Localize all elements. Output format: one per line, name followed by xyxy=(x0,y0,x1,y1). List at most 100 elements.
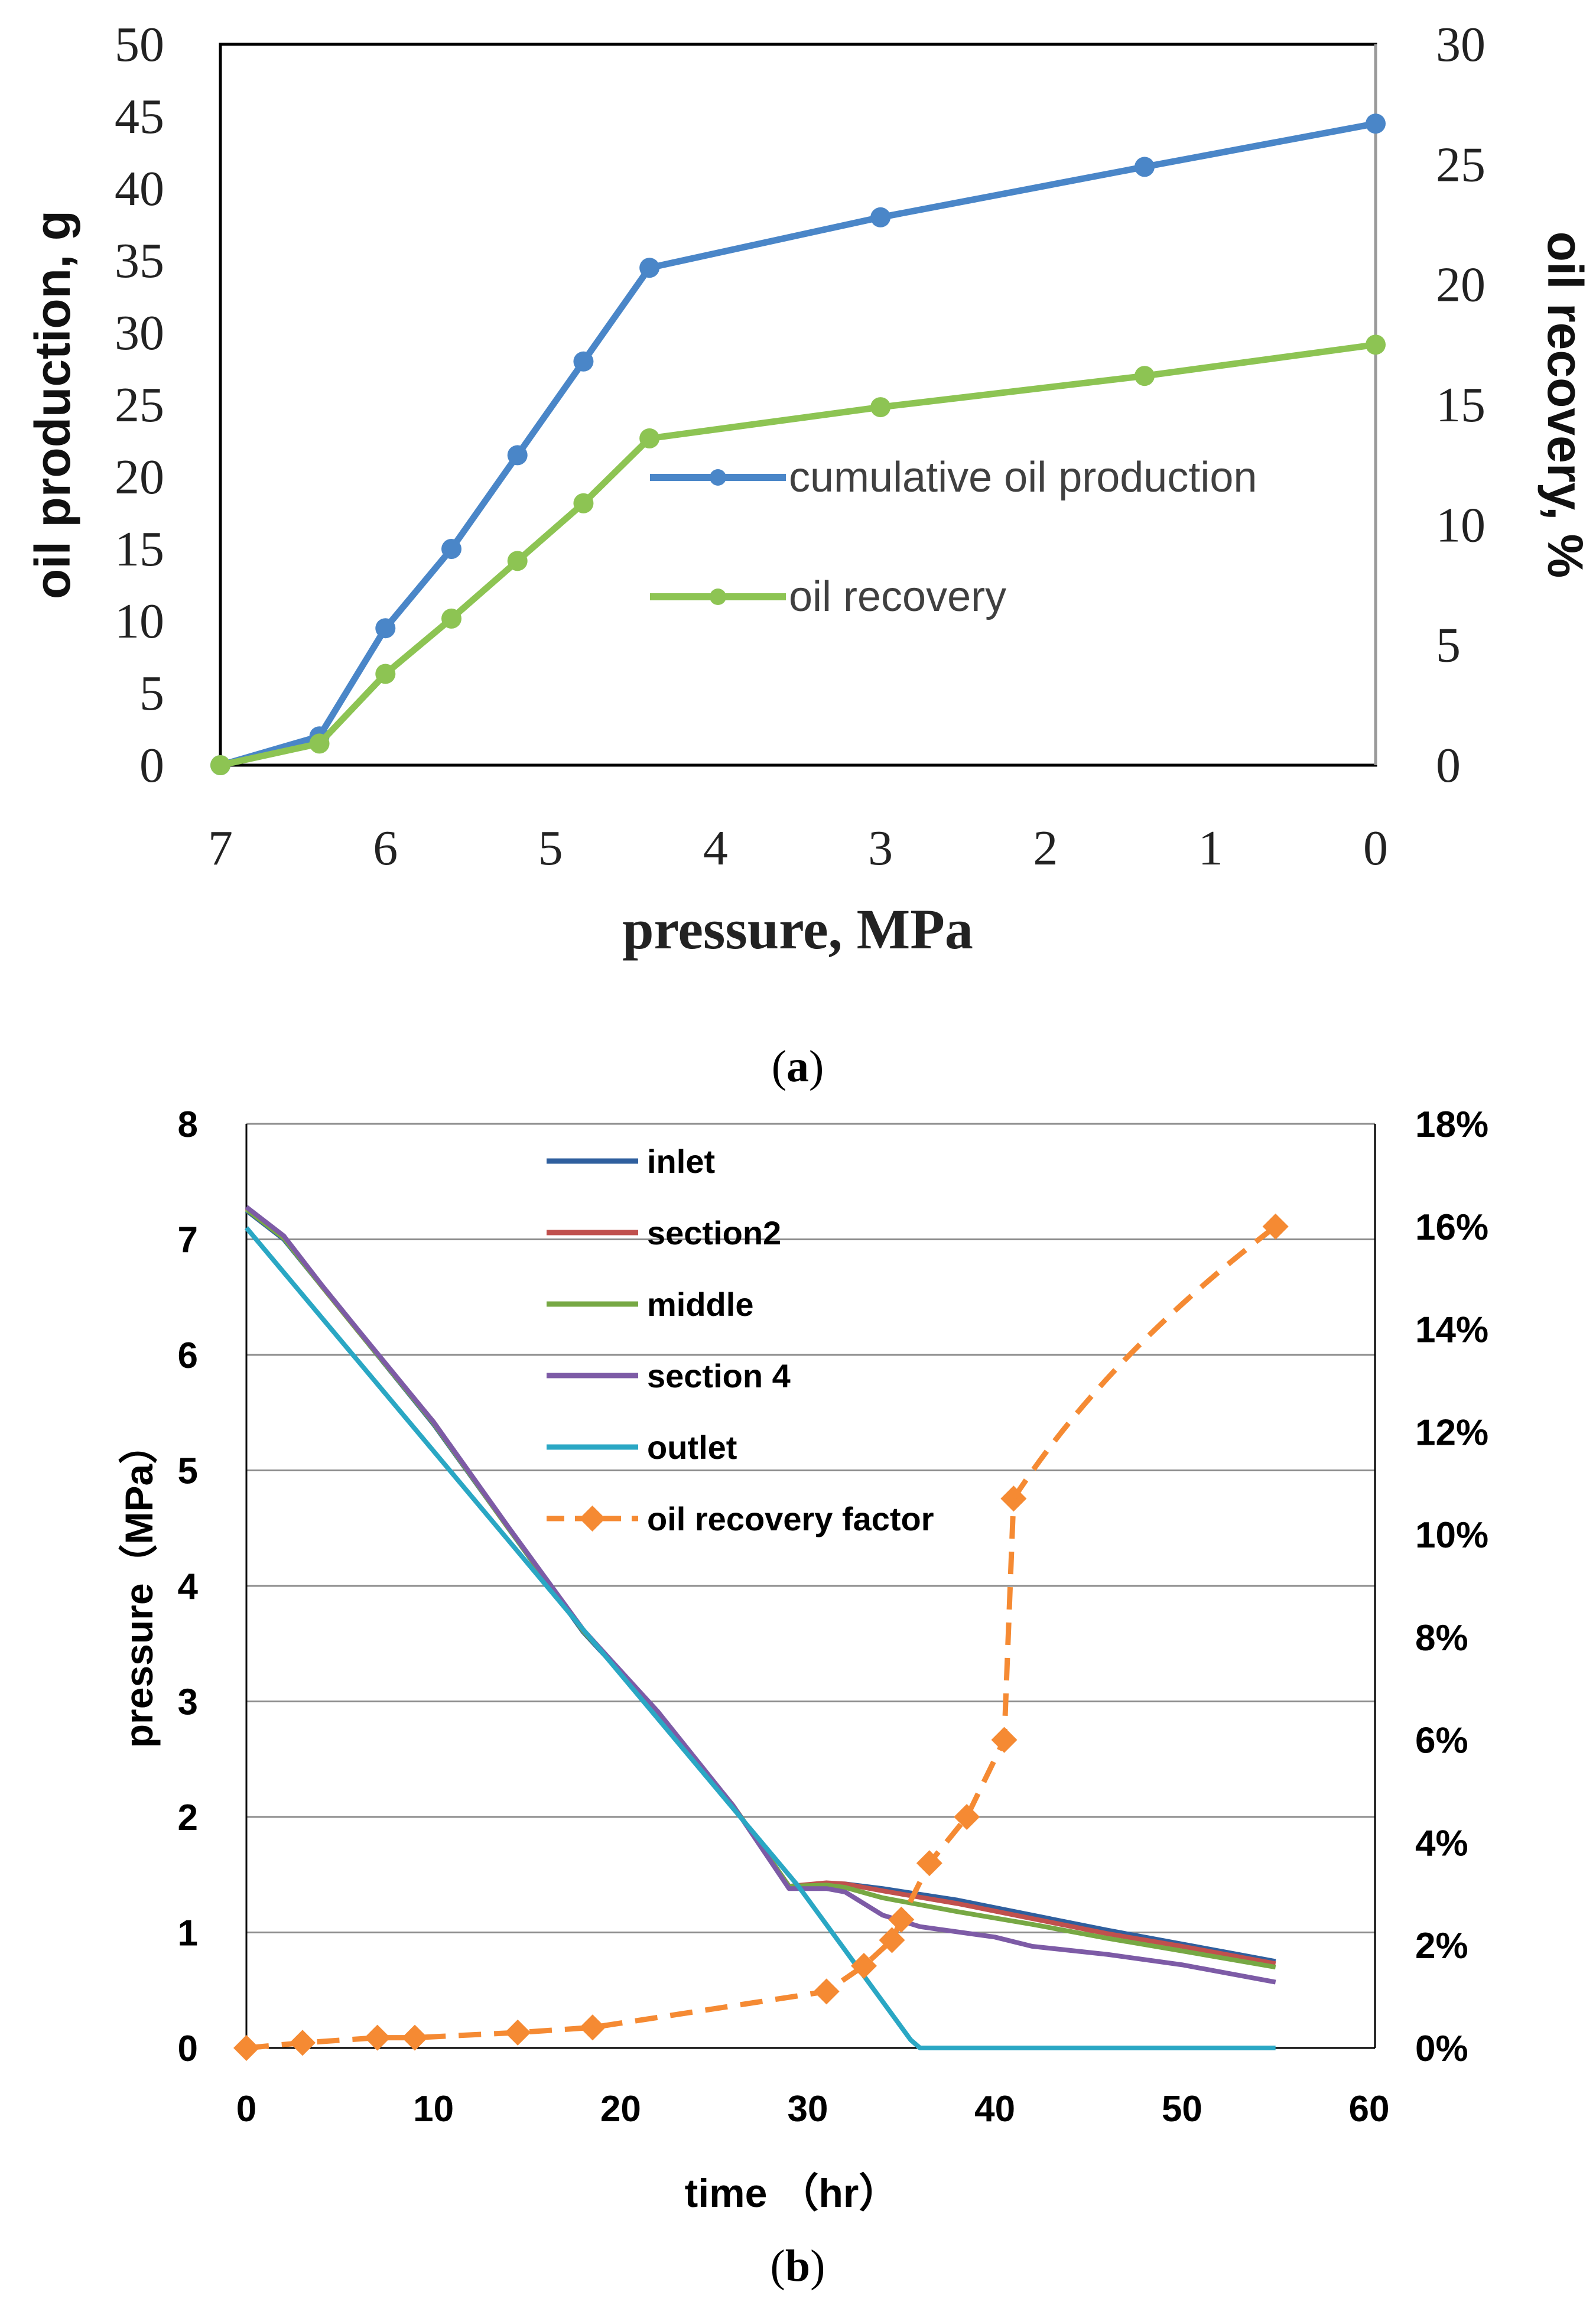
chart-b-left-tick-label: 4 xyxy=(178,1566,199,1607)
data-point-oil-recovery xyxy=(210,755,230,775)
series-line-oil-recovery-factor xyxy=(246,1498,1016,2051)
chart-a-plot-frame xyxy=(219,43,1377,767)
chart-b-right-tick-label: 4% xyxy=(1415,1823,1468,1864)
series-line-outlet xyxy=(244,1226,1276,2050)
data-point-oil-recovery xyxy=(309,733,330,754)
series-line-oil-recovery xyxy=(219,341,1376,769)
data-point-oil-recovery-factor xyxy=(916,1850,942,1877)
chart-b-right-tick-label: 10% xyxy=(1415,1515,1488,1556)
data-point-oil-recovery-factor xyxy=(290,2030,316,2056)
chart-a-legend: cumulative oil production oil recovery xyxy=(650,454,1257,620)
chart-a-x-tick-label: 7 xyxy=(208,821,233,876)
chart-a-right-tick-label: 0 xyxy=(1436,738,1461,793)
legend-label-section2: section2 xyxy=(647,1214,781,1251)
chart-a-x-tick-label: 6 xyxy=(373,821,398,876)
chart-a-left-tick-label: 50 xyxy=(115,17,164,72)
chart-b-left-tick-label: 6 xyxy=(178,1335,198,1376)
chart-b-left-tick-label: 2 xyxy=(178,1797,198,1838)
chart-b-x-axis-title: time （hr） xyxy=(685,2171,899,2216)
data-point-oil-recovery-factor xyxy=(888,1906,915,1933)
legend-item-outlet: outlet xyxy=(547,1429,737,1466)
series-line-section-4 xyxy=(245,1205,1276,1985)
legend-item-middle: middle xyxy=(547,1286,753,1323)
data-point-oil-recovery xyxy=(573,493,594,513)
legend-label-inlet: inlet xyxy=(647,1143,715,1180)
chart-a-x-axis-title: pressure, MPa xyxy=(622,898,973,961)
chart-a-right-tick-label: 30 xyxy=(1436,17,1486,72)
chart-a-left-tick-label: 25 xyxy=(115,378,164,433)
legend-label-section-4: section 4 xyxy=(647,1357,791,1394)
data-point-oil-recovery-factor xyxy=(402,2024,428,2051)
legend-item-section2: section2 xyxy=(547,1214,781,1251)
chart-b-right-tick-label: 14% xyxy=(1415,1310,1488,1351)
chart-a-x-tick-label: 3 xyxy=(868,821,893,876)
chart-b-x-tick-label: 50 xyxy=(1162,2089,1202,2130)
legend-item-oil-recovery-factor: oil recovery factor xyxy=(547,1500,934,1537)
chart-b-caption: (b) xyxy=(771,2241,825,2291)
legend-item-inlet: inlet xyxy=(547,1143,715,1180)
chart-a-right-tick-label: 15 xyxy=(1436,378,1486,433)
chart-b-right-tick-label: 2% xyxy=(1415,1926,1468,1966)
chart-a-x-tick-label: 2 xyxy=(1033,821,1058,876)
data-point-cumulative-oil-production xyxy=(1135,157,1155,177)
chart-b-x-tick-label: 10 xyxy=(413,2089,454,2130)
chart-a-left-tick-label: 45 xyxy=(115,89,164,144)
chart-a-left-tick-label: 5 xyxy=(139,666,164,721)
legend-label-oil-recovery: oil recovery xyxy=(789,573,1006,620)
chart-a-right-tick-label: 25 xyxy=(1436,137,1486,192)
chart-a-left-tick-label: 35 xyxy=(115,233,164,288)
data-point-oil-recovery-factor xyxy=(505,2019,531,2046)
chart-a-caption: (a) xyxy=(772,1042,824,1091)
chart-b-left-axis-title: pressure（MPa） xyxy=(117,1425,161,1748)
chart-b-right-tick-label: 18% xyxy=(1415,1104,1488,1145)
chart-b-left-tick-label: 0 xyxy=(178,2028,198,2069)
series-line-cumulative-oil-production xyxy=(219,120,1377,769)
chart-a-right-tick-label: 10 xyxy=(1436,498,1486,552)
data-point-legend-oil-recovery-factor xyxy=(579,1506,606,1532)
chart-a-left-axis-title: oil production, g xyxy=(25,210,80,599)
chart-a-right-tick-label: 5 xyxy=(1436,618,1461,673)
data-point-oil-recovery xyxy=(441,608,461,629)
chart-b-right-tick-label: 6% xyxy=(1415,1721,1468,1761)
legend-label-cumulative-oil-production: cumulative oil production xyxy=(789,454,1257,501)
chart-b-left-tick-label: 5 xyxy=(178,1451,198,1492)
legend-label-outlet: outlet xyxy=(647,1429,737,1466)
chart-a-x-tick-label: 0 xyxy=(1363,821,1388,876)
legend-marker-oil-recovery xyxy=(710,589,726,605)
chart-b-x-tick-label: 30 xyxy=(788,2089,828,2130)
chart-b-x-tick-label: 0 xyxy=(236,2089,256,2130)
chart-a-x-tick-label: 1 xyxy=(1198,821,1223,876)
data-point-oil-recovery-factor xyxy=(991,1727,1018,1753)
data-point-oil-recovery xyxy=(870,397,891,418)
series-line-oil-recovery-factor-tail xyxy=(1011,1224,1278,1500)
chart-b: 0 1 2 3 4 5 6 7 8 0% 2% 4% 6% 8% 10% 12% 14% 16% 18% 0 10 2… xyxy=(117,1104,1488,2291)
chart-a-x-tick-label: 4 xyxy=(703,821,728,876)
data-point-cumulative-oil-production xyxy=(507,445,528,466)
data-point-cumulative-oil-production xyxy=(375,618,396,639)
legend-label-oil-recovery-factor: oil recovery factor xyxy=(647,1500,934,1537)
data-point-oil-recovery xyxy=(1366,334,1386,355)
data-point-oil-recovery-factor xyxy=(879,1927,905,1953)
data-point-cumulative-oil-production xyxy=(870,207,891,227)
data-point-cumulative-oil-production xyxy=(441,539,461,559)
chart-b-legend: inlet section2 middle section 4 outlet oil re… xyxy=(547,1143,934,1537)
data-point-cumulative-oil-production xyxy=(573,351,594,372)
chart-b-left-tick-label: 3 xyxy=(178,1682,198,1723)
legend-item-oil-recovery: oil recovery xyxy=(650,573,1006,620)
chart-b-x-tick-label: 60 xyxy=(1349,2089,1390,2130)
data-point-oil-recovery-factor xyxy=(954,1804,980,1830)
chart-b-left-tick-label: 8 xyxy=(178,1104,198,1145)
chart-b-right-tick-label: 12% xyxy=(1415,1412,1488,1453)
chart-b-x-tick-label: 40 xyxy=(974,2089,1015,2130)
data-point-oil-recovery xyxy=(507,551,528,571)
chart-b-x-tick-label: 20 xyxy=(600,2089,641,2130)
data-point-oil-recovery-factor xyxy=(851,1952,877,1979)
series-line-middle xyxy=(245,1207,1276,1970)
legend-item-section-4: section 4 xyxy=(547,1357,791,1394)
data-point-oil-recovery-factor xyxy=(813,1978,840,2005)
data-point-cumulative-oil-production xyxy=(639,258,660,278)
data-point-oil-recovery-factor xyxy=(233,2035,259,2061)
chart-a-left-tick-label: 0 xyxy=(139,738,164,793)
